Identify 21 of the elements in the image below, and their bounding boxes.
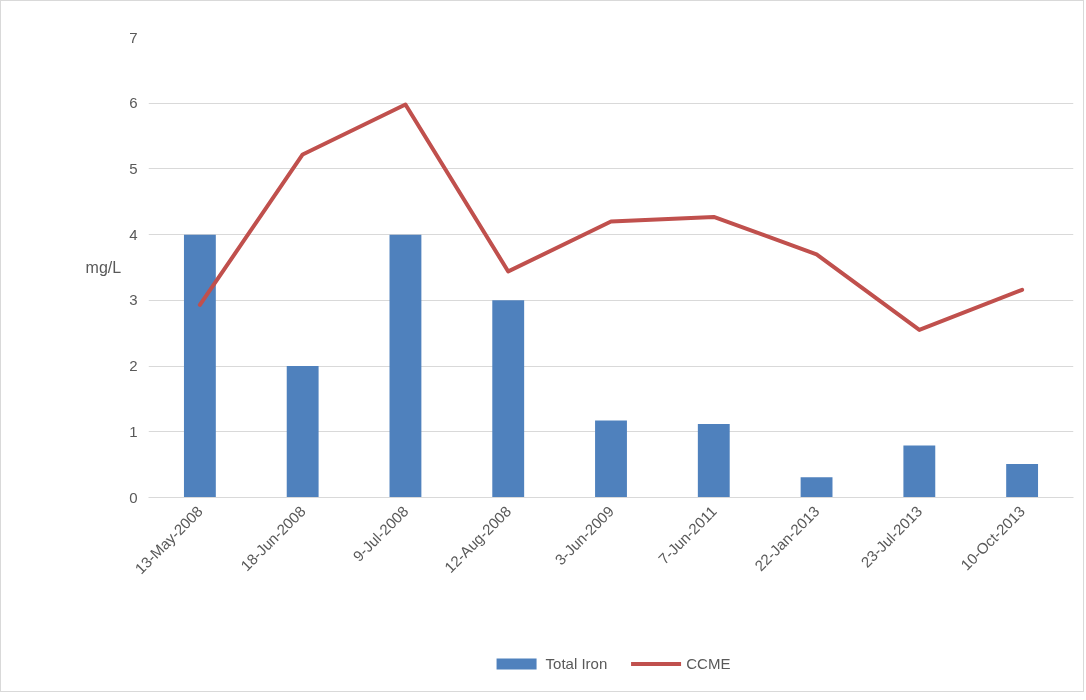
y-tick-label: 6 xyxy=(129,94,138,112)
bar xyxy=(1006,463,1039,498)
bar xyxy=(286,366,319,498)
legend-label: CCME xyxy=(686,654,731,672)
y-axis-title: mg/L xyxy=(85,259,122,276)
y-tick-label: 1 xyxy=(129,422,138,440)
y-tick-label: 3 xyxy=(129,291,138,309)
y-tick-label: 5 xyxy=(129,159,138,177)
y-tick-label: 2 xyxy=(129,357,138,375)
bar xyxy=(492,300,525,498)
legend-label: Total Iron xyxy=(545,654,608,672)
bar xyxy=(389,234,422,498)
bar xyxy=(800,477,833,498)
y-tick-label: 0 xyxy=(129,488,138,506)
y-tick-label: 4 xyxy=(129,225,138,243)
line-series xyxy=(197,102,1025,332)
bar xyxy=(903,445,936,498)
bar xyxy=(595,420,627,498)
bar xyxy=(697,423,730,498)
y-tick-label: 7 xyxy=(129,28,138,46)
bar xyxy=(183,234,216,498)
